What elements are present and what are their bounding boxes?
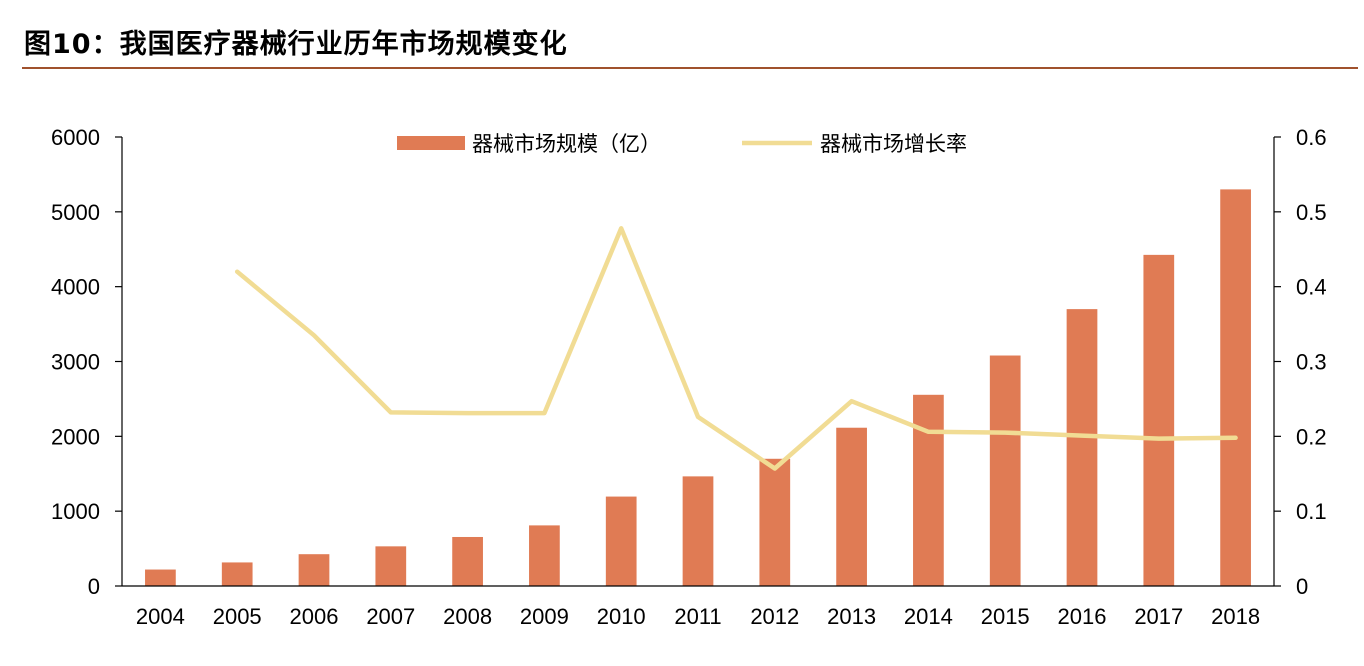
x-tick-label: 2009 (520, 604, 569, 629)
bar-2014 (913, 394, 944, 586)
left-tick-label: 6000 (51, 125, 100, 150)
right-tick-label: 0.6 (1296, 125, 1327, 150)
bar-2016 (1066, 309, 1098, 586)
x-tick-label: 2007 (366, 604, 415, 629)
bar-2009 (529, 525, 560, 586)
title-rule (22, 67, 1358, 69)
bar-2018 (1220, 189, 1251, 586)
x-tick-label: 2016 (1058, 604, 1107, 629)
legend-bar-label: 器械市场规模（亿） (472, 132, 661, 156)
bar-2008 (452, 536, 483, 586)
right-tick-label: 0 (1296, 574, 1308, 599)
x-tick-label: 2005 (213, 604, 262, 629)
x-tick-label: 2015 (981, 604, 1030, 629)
right-tick-label: 0.2 (1296, 424, 1327, 449)
x-tick-label: 2012 (750, 604, 799, 629)
bar-2012 (759, 458, 791, 586)
growth-rate-line (234, 226, 1238, 471)
bar-2004 (145, 569, 176, 586)
bar-2013 (836, 427, 867, 586)
line-series (234, 226, 1238, 471)
bar-2017 (1143, 254, 1175, 587)
x-axis: 2004 2005 2006 2007 2008 2009 2010 2011 2012 2013… (122, 585, 1274, 629)
left-tick-label: 5000 (51, 200, 100, 225)
bar-series (145, 189, 1251, 587)
x-tick-label: 2014 (904, 604, 953, 629)
left-tick-label: 3000 (51, 350, 100, 375)
right-tick-label: 0.3 (1296, 350, 1327, 375)
legend-bar-swatch (397, 136, 465, 150)
x-tick-label: 2010 (597, 604, 646, 629)
right-tick-label: 0.5 (1296, 200, 1327, 225)
right-tick-label: 0.4 (1296, 275, 1327, 300)
left-tick-label: 2000 (51, 424, 100, 449)
right-tick-label: 0.1 (1296, 499, 1327, 524)
bar-2006 (298, 554, 330, 586)
x-tick-label: 2018 (1211, 604, 1260, 629)
bar-2010 (605, 496, 637, 586)
bar-2011 (682, 476, 714, 586)
legend: 器械市场规模（亿） 器械市场增长率 (397, 132, 967, 156)
left-tick-label: 4000 (51, 275, 100, 300)
x-tick-label: 2013 (827, 604, 876, 629)
x-tick-label: 2017 (1134, 604, 1183, 629)
x-tick-label: 2006 (290, 604, 339, 629)
x-tick-label: 2008 (443, 604, 492, 629)
right-y-axis: 0 0.1 0.2 0.3 0.4 0.5 0.6 (1273, 125, 1327, 599)
left-tick-label: 1000 (51, 499, 100, 524)
bar-2015 (989, 355, 1021, 586)
left-y-axis: 0 1000 2000 3000 4000 5000 6000 (51, 125, 123, 599)
x-tick-label: 2011 (674, 604, 721, 629)
bar-2005 (221, 562, 253, 586)
bar-2007 (375, 546, 407, 586)
legend-line-label: 器械市场增长率 (820, 132, 967, 156)
figure-title: 图10：我国医疗器械行业历年市场规模变化 (24, 29, 568, 60)
x-tick-label: 2004 (136, 604, 185, 629)
left-tick-label: 0 (88, 574, 100, 599)
